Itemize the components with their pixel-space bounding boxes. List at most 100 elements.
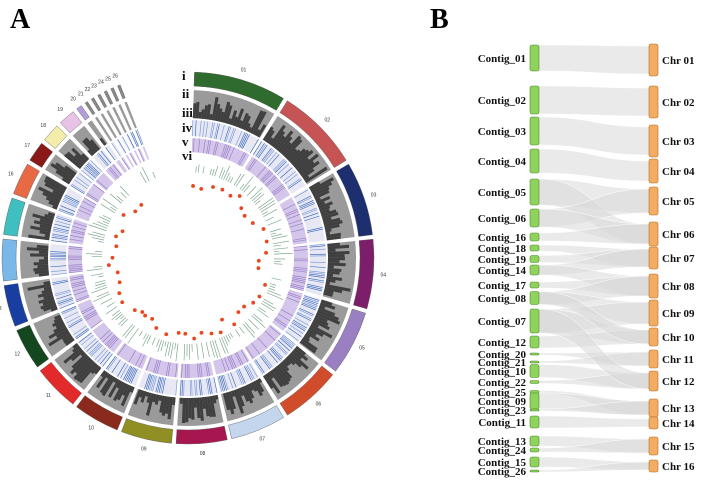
track-iii-line xyxy=(200,379,203,396)
track-iv-line xyxy=(262,172,273,184)
track-v-tick xyxy=(233,173,242,186)
track-ii-bar xyxy=(158,395,163,402)
track-iii-line xyxy=(56,215,72,222)
track-iii-line xyxy=(76,329,90,340)
track-v-tick xyxy=(218,337,226,354)
track-iii-line xyxy=(296,195,312,204)
track-iii-line xyxy=(50,252,67,255)
track-v-tick xyxy=(164,341,169,357)
track-ii-bar xyxy=(65,337,75,346)
track-ii-bar xyxy=(71,353,88,369)
track-ii-bar xyxy=(159,395,165,413)
track-iii-line xyxy=(89,343,102,356)
track-iii-line xyxy=(297,311,312,320)
track-ii-bar xyxy=(245,384,255,399)
track-ii-bar xyxy=(298,160,315,175)
track-v-tick xyxy=(265,216,274,222)
track-iii-line xyxy=(235,369,243,385)
karyotype-label-10: 10 xyxy=(88,426,94,432)
track-iv-line xyxy=(135,353,142,367)
track-iii-line xyxy=(54,223,70,229)
track-ii-bar xyxy=(238,387,244,397)
track-v-tick xyxy=(225,335,230,343)
track-v-tick xyxy=(143,333,147,340)
track-ii-bar xyxy=(289,352,309,370)
track-iii-background xyxy=(253,334,296,375)
track-ii-bar xyxy=(26,247,49,252)
track-iv-line xyxy=(228,147,235,161)
track-ii-bar xyxy=(303,175,310,181)
track-iv-line xyxy=(260,170,271,181)
track-iv-line xyxy=(291,278,306,282)
track-v-tick xyxy=(119,185,130,196)
track-iii-line xyxy=(299,203,315,210)
track-iii-line xyxy=(131,131,139,147)
track-ii-bar xyxy=(311,181,333,195)
track-iii-line xyxy=(308,275,325,278)
track-iii-line xyxy=(229,128,236,144)
track-iv-background xyxy=(133,150,142,164)
track-v-tick xyxy=(271,233,283,238)
track-iii-line xyxy=(306,286,323,292)
track-iii-line xyxy=(117,362,126,377)
track-iv-line xyxy=(73,222,87,228)
track-ii-bar xyxy=(122,384,130,397)
track-iii-line xyxy=(57,298,74,305)
track-iv-line xyxy=(102,332,113,343)
track-iv-line xyxy=(214,141,219,156)
track-vi-dot xyxy=(218,330,223,335)
track-ii-bar xyxy=(219,111,225,123)
track-iv-line xyxy=(81,307,95,315)
track-v-tick xyxy=(253,313,263,322)
track-iii-line xyxy=(105,147,116,161)
track-iv-line xyxy=(271,183,283,194)
track-v-tick xyxy=(263,208,278,217)
track-ii-bar xyxy=(28,234,50,241)
track-iii-line xyxy=(59,302,75,309)
karyotype-segment-13 xyxy=(3,283,29,327)
track-vi-dot xyxy=(150,317,155,321)
track-iii-line xyxy=(50,265,67,268)
track-ii-bar xyxy=(325,283,351,292)
track-ii-bar xyxy=(250,382,258,392)
track-v-tick xyxy=(255,200,261,205)
track-v-tick xyxy=(253,193,265,203)
track-iv-line xyxy=(109,166,120,178)
track-iii-line xyxy=(60,205,76,212)
track-iii-line xyxy=(228,127,235,144)
track-iv-background xyxy=(121,157,131,170)
track-iii-line xyxy=(221,375,227,391)
track-iii-line xyxy=(84,166,97,178)
track-ii-bar xyxy=(101,376,116,397)
track-iv-line xyxy=(93,183,105,193)
track-iii-line xyxy=(260,356,271,370)
track-iii-line xyxy=(303,296,319,303)
track-iii-line xyxy=(191,120,194,137)
track-ii-bar xyxy=(310,177,334,193)
chromosome-bar xyxy=(648,246,659,270)
track-iv-line xyxy=(206,362,211,377)
karyotype-label-08: 08 xyxy=(200,451,206,457)
track-iv-line xyxy=(72,225,86,231)
track-v-tick xyxy=(91,273,104,277)
track-iii-line xyxy=(238,132,246,148)
contig-label: Contig_25 xyxy=(478,387,527,399)
karyotype-segment-15 xyxy=(3,197,26,237)
track-v-tick xyxy=(259,200,275,211)
track-iii-line xyxy=(252,141,262,156)
track-ii-bar xyxy=(307,328,317,337)
track-ii-bar xyxy=(327,250,350,255)
track-iii-line xyxy=(240,133,249,149)
track-iv-line xyxy=(69,238,84,242)
track-vi-dot xyxy=(220,187,225,192)
track-vi-dot xyxy=(242,213,247,218)
track-iv-line xyxy=(154,359,160,374)
track-iv-line xyxy=(288,292,302,298)
track-v-tick xyxy=(243,184,251,193)
chromosome-bar xyxy=(648,158,659,184)
track-ii-bar xyxy=(145,393,155,416)
track-ii-bar xyxy=(327,262,346,267)
track-iii-line xyxy=(76,176,90,187)
track-vi-dot xyxy=(211,185,215,189)
